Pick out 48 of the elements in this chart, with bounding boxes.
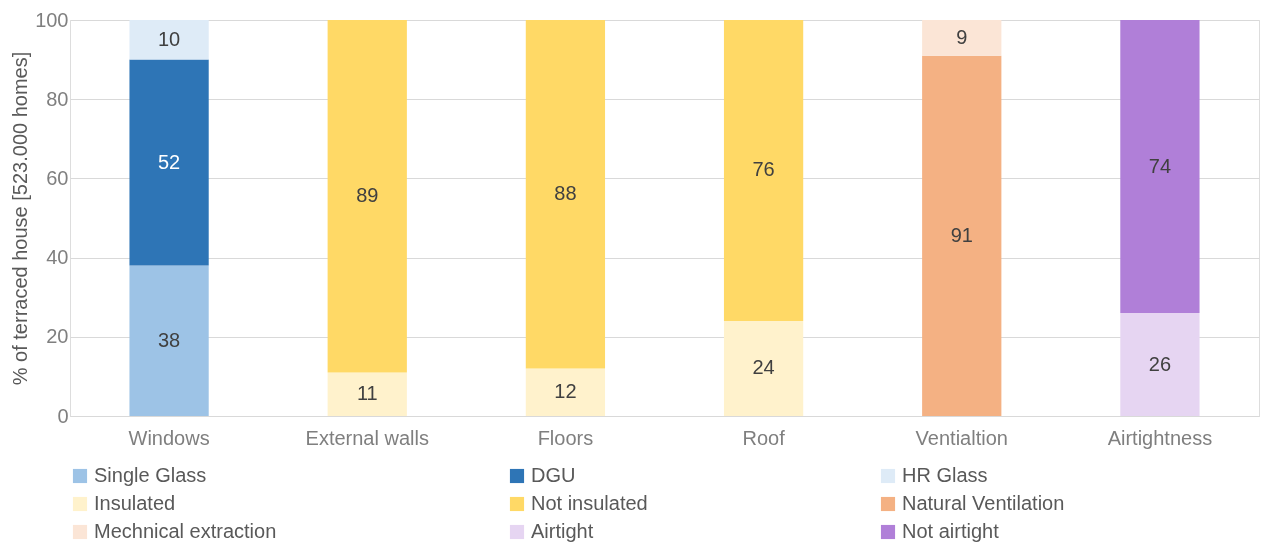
y-tick-label: 100 (35, 8, 69, 31)
y-tick-label: 40 (46, 246, 69, 269)
legend-label: Insulated (94, 492, 176, 514)
data-label: 91 (950, 223, 973, 246)
x-tick-label: Roof (742, 426, 786, 449)
legend-label: Single Glass (94, 464, 207, 486)
y-tick-label: 0 (57, 404, 69, 427)
data-label: 26 (1148, 352, 1172, 375)
data-label: 52 (157, 150, 181, 173)
x-tick-label: Ventialtion (915, 426, 1008, 449)
y-axis-title: % of terraced house [523.000 homes] (9, 51, 32, 386)
data-label: 74 (1148, 154, 1172, 177)
bar (525, 20, 606, 369)
legend-label: DGU (531, 464, 576, 486)
bar (723, 320, 804, 416)
y-tick-label: 20 (46, 325, 69, 348)
bar (723, 20, 804, 321)
data-label: 76 (752, 158, 775, 181)
data-label: 11 (356, 382, 378, 405)
bar (1120, 313, 1200, 416)
bar (922, 55, 1002, 416)
bar (129, 59, 209, 266)
legend-label: HR Glass (902, 464, 988, 486)
bar (129, 265, 209, 416)
bar (922, 20, 1002, 56)
data-label: 24 (752, 356, 775, 379)
bar (1120, 20, 1200, 314)
data-label: 9 (956, 25, 968, 48)
data-label: 10 (157, 27, 181, 50)
x-tick-label: Floors (537, 426, 594, 449)
legend-label: Natural Ventilation (902, 492, 1065, 514)
data-label: 89 (356, 184, 379, 207)
legend-label: Airtight (531, 520, 594, 542)
y-tick-label: 80 (46, 87, 69, 110)
data-label: 12 (554, 380, 577, 403)
legend-label: Not insulated (531, 492, 648, 514)
bar (129, 20, 209, 60)
x-tick-label: Windows (128, 426, 210, 449)
y-tick-label: 60 (46, 166, 69, 189)
x-tick-label: Airtightness (1107, 426, 1213, 449)
data-label: 88 (554, 182, 577, 205)
bar (327, 372, 407, 416)
legend-label: Mechnical extraction (94, 520, 277, 542)
bar (525, 368, 606, 416)
legend-label: Not airtight (902, 520, 1000, 542)
x-tick-label: External walls (305, 426, 429, 449)
data-label: 38 (157, 328, 181, 351)
bar (327, 20, 407, 373)
